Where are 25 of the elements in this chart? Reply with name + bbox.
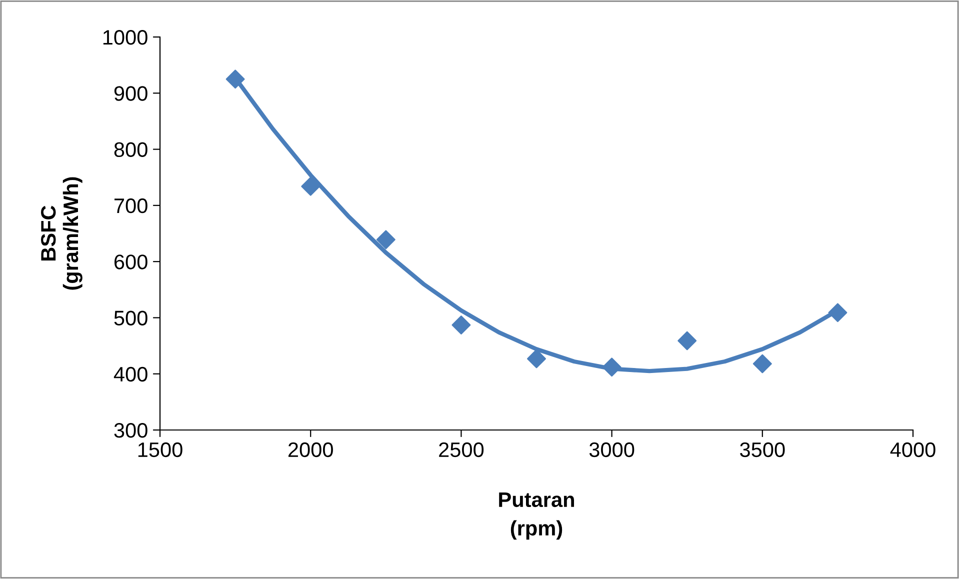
x-tick-label: 4000 bbox=[890, 442, 936, 458]
y-tick-label: 300 bbox=[114, 423, 148, 438]
y-tick-label: 400 bbox=[114, 366, 148, 382]
x-tick-label: 1500 bbox=[138, 442, 182, 458]
point bbox=[678, 331, 697, 350]
y-tick-label: 900 bbox=[114, 86, 148, 101]
y-tick-label: 800 bbox=[114, 142, 148, 158]
point bbox=[752, 354, 772, 374]
y-tick-label: 600 bbox=[114, 254, 148, 270]
point bbox=[226, 70, 245, 89]
y-tick-label: 1000 bbox=[103, 30, 148, 45]
x-tick-label: 3500 bbox=[740, 442, 785, 458]
x-tick-label: 3000 bbox=[589, 442, 634, 458]
y-tick-label: 700 bbox=[114, 198, 148, 214]
x-tick-label: 2500 bbox=[439, 442, 484, 458]
point bbox=[376, 230, 396, 250]
point bbox=[602, 358, 622, 377]
point bbox=[452, 316, 471, 334]
x-axis-title: Putaran (rpm) bbox=[499, 492, 574, 540]
x-tick-label: 2000 bbox=[288, 442, 333, 458]
y-tick-label: 500 bbox=[114, 310, 148, 326]
point bbox=[301, 176, 320, 196]
point bbox=[527, 349, 546, 368]
y-axis-title: BSFC (gram/kWh) bbox=[41, 177, 82, 290]
point bbox=[828, 303, 848, 322]
